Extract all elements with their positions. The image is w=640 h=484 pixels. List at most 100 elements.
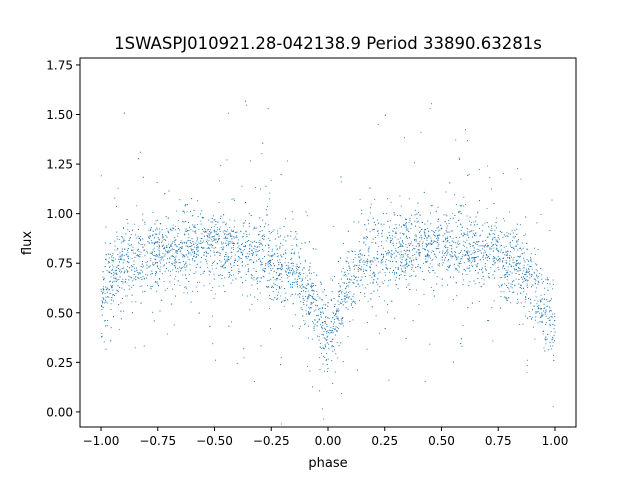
data-point <box>391 271 394 273</box>
data-point <box>505 260 507 262</box>
data-point <box>256 260 258 262</box>
data-point <box>440 224 442 226</box>
data-point <box>508 297 510 299</box>
data-point <box>117 279 119 281</box>
data-point <box>331 345 333 347</box>
data-point <box>132 265 134 268</box>
data-point <box>433 295 435 297</box>
data-point <box>442 262 444 264</box>
data-point <box>227 242 230 244</box>
data-point <box>310 303 312 305</box>
data-point <box>365 260 367 262</box>
data-point <box>405 259 407 261</box>
data-point <box>220 265 222 268</box>
data-point <box>464 270 467 272</box>
data-point <box>146 267 148 269</box>
data-point <box>342 304 344 306</box>
data-point <box>259 258 261 260</box>
data-point <box>373 272 375 274</box>
data-point <box>455 268 458 270</box>
data-point <box>102 286 105 288</box>
data-point <box>191 238 193 240</box>
data-point <box>138 243 140 245</box>
data-point <box>484 244 487 246</box>
data-point <box>297 282 299 284</box>
data-point <box>128 275 130 277</box>
data-point <box>320 281 322 283</box>
data-point <box>488 272 490 275</box>
data-point <box>397 266 399 268</box>
data-point <box>110 327 112 329</box>
data-point <box>405 222 407 225</box>
data-point <box>275 272 277 274</box>
data-point <box>552 345 554 347</box>
data-point <box>213 238 215 240</box>
data-point <box>527 260 530 262</box>
data-point <box>291 257 293 259</box>
data-point <box>263 267 265 270</box>
data-point <box>549 324 551 326</box>
data-point <box>285 271 287 273</box>
data-point <box>320 352 322 355</box>
data-point <box>516 228 518 230</box>
data-point <box>436 283 438 285</box>
data-point <box>381 259 383 261</box>
data-point <box>370 270 372 272</box>
data-point <box>543 330 545 332</box>
data-point <box>198 312 200 314</box>
data-point <box>450 255 452 257</box>
data-point <box>123 310 125 312</box>
data-point <box>214 293 216 295</box>
data-point <box>178 266 181 268</box>
data-point <box>472 257 474 259</box>
data-point <box>447 265 449 267</box>
data-point <box>120 281 122 283</box>
data-point <box>367 223 370 225</box>
data-point <box>242 282 244 284</box>
data-point <box>516 240 518 242</box>
data-point <box>431 243 433 245</box>
data-point <box>415 238 417 240</box>
data-point <box>215 267 217 269</box>
data-point <box>467 250 469 252</box>
data-point <box>519 268 521 270</box>
data-point <box>165 216 167 218</box>
data-point <box>182 254 184 256</box>
data-point <box>350 298 352 300</box>
data-point <box>241 244 243 246</box>
data-point <box>444 233 446 235</box>
data-point <box>217 251 219 253</box>
data-point <box>429 263 431 265</box>
data-point <box>237 250 240 252</box>
data-point <box>253 261 255 263</box>
data-point <box>406 266 408 268</box>
data-point <box>352 301 354 303</box>
data-point <box>105 289 107 291</box>
data-point <box>507 271 509 273</box>
data-point <box>271 259 273 261</box>
data-point <box>549 309 551 312</box>
data-point <box>462 283 464 286</box>
data-point <box>129 244 131 247</box>
data-point <box>417 249 420 251</box>
data-point <box>327 330 329 332</box>
data-point <box>155 272 157 274</box>
data-point <box>103 298 105 300</box>
data-point <box>238 256 240 258</box>
data-point <box>140 243 142 246</box>
data-point <box>395 231 397 233</box>
data-point <box>158 245 161 247</box>
data-point <box>202 241 204 243</box>
data-point <box>232 248 235 251</box>
data-point <box>180 268 182 270</box>
data-point <box>314 319 316 321</box>
data-point <box>406 222 408 224</box>
data-point <box>193 272 195 274</box>
data-point <box>267 262 269 264</box>
data-point <box>205 258 207 260</box>
data-point <box>226 237 228 239</box>
data-point <box>491 188 493 190</box>
data-point <box>191 250 193 252</box>
data-point <box>107 288 109 290</box>
data-point <box>290 269 292 271</box>
